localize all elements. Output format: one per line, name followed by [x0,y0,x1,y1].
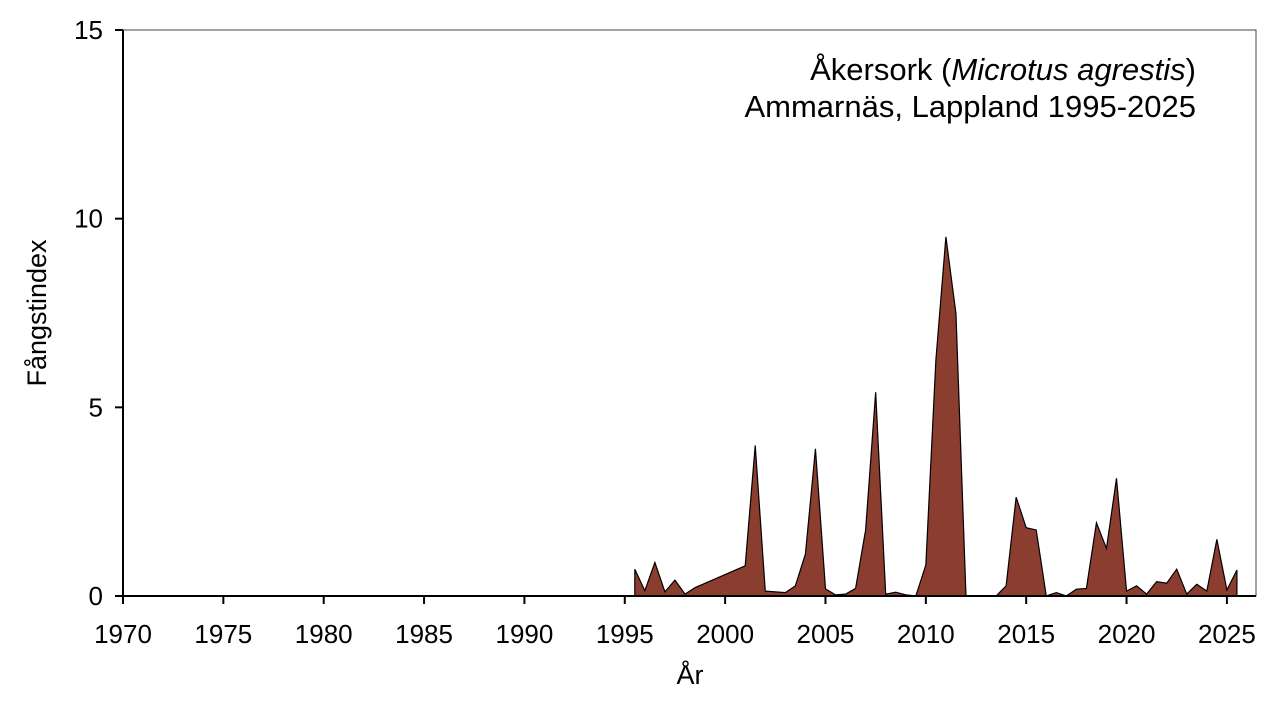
chart-title: Åkersork (Microtus agrestis) [810,52,1196,87]
title-paren-close: ) [1186,52,1196,87]
x-tick-label: 1995 [596,619,654,649]
x-tick-label: 2020 [1098,619,1156,649]
x-tick-label: 1985 [395,619,453,649]
x-tick-label: 1975 [194,619,252,649]
title-paren-open: ( [932,52,952,87]
x-tick-label: 1990 [495,619,553,649]
x-tick-label: 1970 [94,619,152,649]
x-tick-label: 1980 [295,619,353,649]
y-tick-label: 10 [74,204,103,234]
y-tick-label: 15 [74,15,103,45]
title-species: Microtus agrestis [951,52,1185,87]
x-tick-label: 2015 [997,619,1055,649]
area-fill [634,236,1237,596]
x-axis-label: År [677,659,704,690]
x-tick-label: 2000 [696,619,754,649]
x-tick-label: 2010 [897,619,955,649]
title-common: Åkersork [810,52,933,87]
y-axis-label: Fångstindex [22,239,52,387]
y-tick-label: 0 [89,581,103,611]
x-tick-label: 2025 [1198,619,1256,649]
axes-layer: 1970 1975 1980 1985 1990 1995 2000 2005 2010 2015… [74,15,1256,649]
chart-subtitle: Ammarnäs, Lappland 1995-2025 [744,89,1196,124]
y-tick-label: 5 [89,392,103,422]
area-layer [634,236,1238,597]
x-tick-label: 2005 [797,619,855,649]
area-outline [634,236,1238,597]
